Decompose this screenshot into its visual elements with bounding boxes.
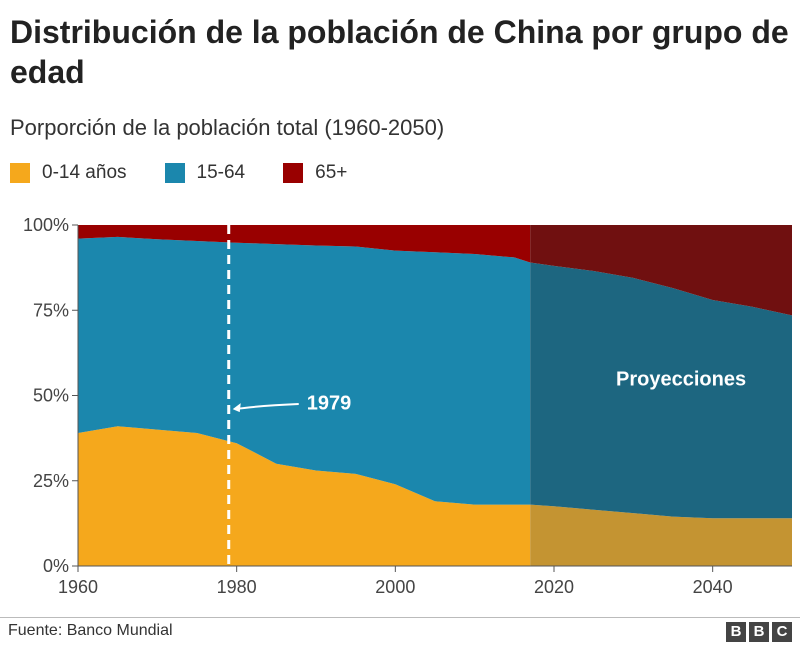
legend-swatch-65 (283, 163, 304, 183)
legend-label-0-14: 0-14 años (42, 162, 127, 183)
area-band-15-64-projection (530, 262, 792, 519)
legend-item-15-64: 15-64 (164, 162, 246, 184)
area-band-65+-historical (78, 225, 531, 263)
logo-letter-b1: B (726, 622, 746, 642)
legend-swatch-0-14 (10, 163, 30, 183)
x-tick-label: 2040 (693, 577, 733, 597)
legend-swatch-15-64 (164, 163, 185, 183)
legend-label-65: 65+ (315, 162, 348, 183)
source-note: Fuente: Banco Mundial (8, 622, 173, 639)
legend-label-15-64: 15-64 (196, 162, 246, 183)
y-tick-label: 75% (33, 300, 69, 320)
bbc-logo: B B C (726, 622, 792, 642)
y-tick-label: 50% (33, 386, 69, 406)
marker-1979-label: 1979 (307, 392, 352, 414)
chart-subtitle: Porporción de la población total (1960-2… (10, 115, 445, 140)
marker-1979-arrowhead (232, 403, 241, 413)
area-band-0-14-historical (78, 426, 531, 566)
logo-letter-c: C (772, 622, 792, 642)
x-tick-label: 2000 (375, 577, 415, 597)
logo-letter-b2: B (749, 622, 769, 642)
area-band-0-14-projection (530, 504, 792, 566)
x-tick-label: 1980 (217, 577, 257, 597)
area-band-15-64-historical (78, 236, 531, 505)
legend-item-65: 65+ (283, 162, 347, 184)
x-tick-label: 1960 (58, 577, 98, 597)
projection-label: Proyecciones (616, 368, 746, 390)
y-tick-label: 25% (33, 471, 69, 491)
footer-divider (0, 617, 800, 618)
area-band-65+-projection (530, 225, 792, 316)
y-tick-label: 100% (23, 215, 69, 235)
legend: 0-14 años 15-64 65+ (10, 162, 385, 184)
area-chart: 0% 25% 50% 75% 100% 1960 1980 2000 2020 2040 1979 P… (23, 215, 792, 597)
chart-title: Distribución de la población de China po… (10, 14, 789, 90)
x-tick-label: 2020 (534, 577, 574, 597)
y-tick-label: 0% (43, 556, 69, 576)
legend-item-0-14: 0-14 años (10, 162, 127, 184)
